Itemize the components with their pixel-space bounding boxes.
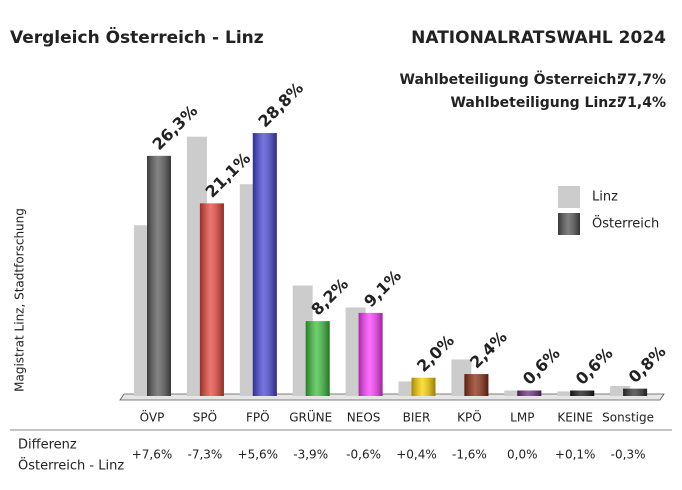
value-label: 2,4% bbox=[466, 327, 511, 372]
bar-shade bbox=[570, 390, 595, 396]
bar bbox=[610, 385, 631, 396]
turnout-label: Wahlbeteiligung Österreich: bbox=[400, 70, 623, 88]
bar-shade bbox=[623, 388, 648, 396]
x-tick-label: SPÖ bbox=[193, 409, 217, 425]
diff-value: +7,6% bbox=[132, 448, 173, 462]
diff-value: -0,6% bbox=[346, 448, 381, 462]
legend-label: Linz bbox=[592, 190, 618, 205]
diff-title: Österreich - Linz bbox=[18, 457, 124, 474]
diff-value: -0,3% bbox=[611, 448, 646, 462]
source: Magistrat Linz, Stadtforschung bbox=[13, 208, 27, 392]
x-tick-label: LMP bbox=[510, 411, 534, 425]
value-label: 28,8% bbox=[254, 78, 307, 131]
diff-value: 0,0% bbox=[507, 448, 538, 462]
bar bbox=[504, 390, 525, 396]
bar-shade bbox=[464, 374, 489, 396]
bar-shade bbox=[252, 133, 277, 396]
diff-value: -3,9% bbox=[293, 448, 328, 462]
bar-shade bbox=[305, 321, 330, 396]
chart-title: Vergleich Österreich - Linz bbox=[10, 26, 264, 48]
legend-swatch bbox=[558, 186, 580, 208]
value-label: 2,0% bbox=[413, 331, 458, 376]
diff-value: +0,4% bbox=[396, 448, 437, 462]
x-tick-label: ÖVP bbox=[140, 409, 165, 425]
bar-shade bbox=[358, 312, 383, 396]
turnout-value: 77,7% bbox=[617, 72, 666, 88]
x-tick-label: BIER bbox=[403, 411, 431, 425]
value-label: 0,6% bbox=[519, 344, 564, 389]
bar-shade bbox=[147, 155, 171, 396]
x-tick-label: KPÖ bbox=[457, 409, 482, 425]
value-label: 8,2% bbox=[307, 274, 352, 319]
turnout-value: 71,4% bbox=[617, 95, 666, 111]
bar-shade bbox=[517, 390, 542, 396]
diff-value: -1,6% bbox=[452, 448, 487, 462]
diff-value: +5,6% bbox=[238, 448, 279, 462]
x-tick-label: Sonstige bbox=[602, 411, 654, 425]
x-tick-label: KEINE bbox=[557, 411, 593, 425]
bar-shade bbox=[411, 377, 436, 396]
legend-shade bbox=[558, 213, 580, 235]
x-tick-label: GRÜNE bbox=[289, 409, 332, 425]
x-tick-label: FPÖ bbox=[246, 409, 270, 425]
turnout-label: Wahlbeteiligung Linz: bbox=[450, 95, 622, 111]
legend-label: Österreich bbox=[592, 215, 659, 232]
bar bbox=[557, 391, 578, 396]
diff-value: -7,3% bbox=[187, 448, 222, 462]
value-label: 9,1% bbox=[360, 266, 405, 311]
value-label: 0,6% bbox=[572, 344, 617, 389]
value-label: 0,8% bbox=[625, 342, 670, 387]
x-tick-label: NEOS bbox=[347, 411, 381, 425]
bar-shade bbox=[199, 203, 224, 396]
chart-subtitle: NATIONALRATSWAHL 2024 bbox=[411, 28, 666, 48]
diff-title: Differenz bbox=[18, 438, 77, 453]
diff-value: +0,1% bbox=[555, 448, 596, 462]
